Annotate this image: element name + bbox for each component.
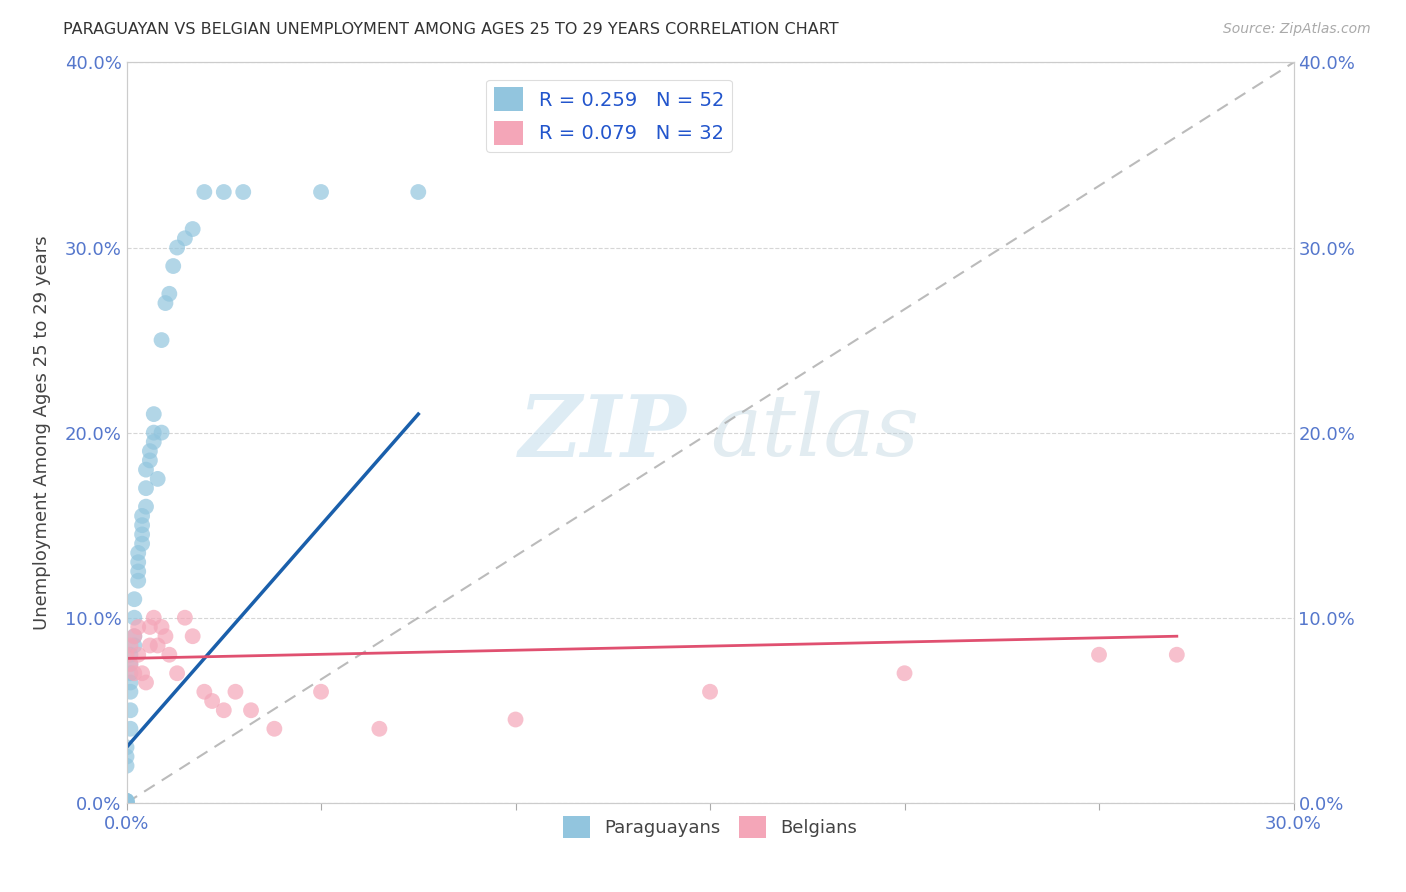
Point — [127, 565, 149, 579]
Point — [115, 740, 138, 755]
Point — [193, 185, 215, 199]
Point — [174, 610, 197, 624]
Point — [181, 629, 204, 643]
Point — [224, 685, 246, 699]
Point — [131, 527, 153, 541]
Point — [232, 185, 254, 199]
Point — [157, 286, 180, 301]
Point — [309, 185, 332, 199]
Point — [115, 749, 138, 764]
Point — [124, 592, 146, 607]
Point — [174, 231, 197, 245]
Point — [115, 794, 138, 808]
Point — [162, 259, 184, 273]
Point — [1088, 648, 1111, 662]
Point — [146, 639, 169, 653]
Point — [120, 648, 142, 662]
Point — [263, 722, 285, 736]
Point — [120, 675, 142, 690]
Point — [893, 666, 915, 681]
Point — [166, 240, 188, 255]
Point — [309, 685, 332, 699]
Point — [150, 333, 173, 347]
Point — [127, 555, 149, 569]
Point — [201, 694, 224, 708]
Point — [115, 758, 138, 772]
Point — [115, 796, 138, 810]
Point — [155, 296, 177, 310]
Point — [115, 796, 138, 810]
Text: atlas: atlas — [710, 392, 920, 474]
Point — [115, 794, 138, 808]
Point — [135, 462, 157, 476]
Point — [139, 453, 162, 467]
Point — [131, 518, 153, 533]
Point — [124, 629, 146, 643]
Point — [155, 629, 177, 643]
Point — [115, 796, 138, 810]
Point — [131, 666, 153, 681]
Point — [150, 425, 173, 440]
Point — [135, 481, 157, 495]
Point — [120, 703, 142, 717]
Point — [115, 794, 138, 808]
Point — [120, 666, 142, 681]
Point — [115, 794, 138, 808]
Point — [115, 796, 138, 810]
Point — [505, 713, 527, 727]
Y-axis label: Unemployment Among Ages 25 to 29 years: Unemployment Among Ages 25 to 29 years — [32, 235, 51, 630]
Point — [193, 685, 215, 699]
Text: ZIP: ZIP — [519, 391, 686, 475]
Point — [157, 648, 180, 662]
Point — [142, 425, 165, 440]
Point — [120, 657, 142, 671]
Text: PARAGUAYAN VS BELGIAN UNEMPLOYMENT AMONG AGES 25 TO 29 YEARS CORRELATION CHART: PARAGUAYAN VS BELGIAN UNEMPLOYMENT AMONG… — [63, 22, 839, 37]
Point — [408, 185, 430, 199]
Point — [139, 444, 162, 458]
Point — [120, 722, 142, 736]
Point — [124, 629, 146, 643]
Point — [212, 185, 235, 199]
Point — [127, 648, 149, 662]
Point — [212, 703, 235, 717]
Point — [135, 675, 157, 690]
Text: Source: ZipAtlas.com: Source: ZipAtlas.com — [1223, 22, 1371, 37]
Point — [166, 666, 188, 681]
Point — [240, 703, 263, 717]
Point — [139, 620, 162, 634]
Point — [127, 574, 149, 588]
Point — [139, 639, 162, 653]
Point — [115, 648, 138, 662]
Point — [181, 222, 204, 236]
Legend: Paraguayans, Belgians: Paraguayans, Belgians — [555, 809, 865, 846]
Point — [131, 508, 153, 523]
Point — [131, 536, 153, 550]
Point — [368, 722, 391, 736]
Point — [124, 639, 146, 653]
Point — [146, 472, 169, 486]
Point — [120, 639, 142, 653]
Point — [1166, 648, 1188, 662]
Point — [135, 500, 157, 514]
Point — [699, 685, 721, 699]
Point — [120, 685, 142, 699]
Point — [142, 434, 165, 449]
Point — [120, 657, 142, 671]
Point — [142, 407, 165, 421]
Point — [124, 610, 146, 624]
Point — [124, 666, 146, 681]
Point — [150, 620, 173, 634]
Point — [142, 610, 165, 624]
Point — [127, 620, 149, 634]
Point — [127, 546, 149, 560]
